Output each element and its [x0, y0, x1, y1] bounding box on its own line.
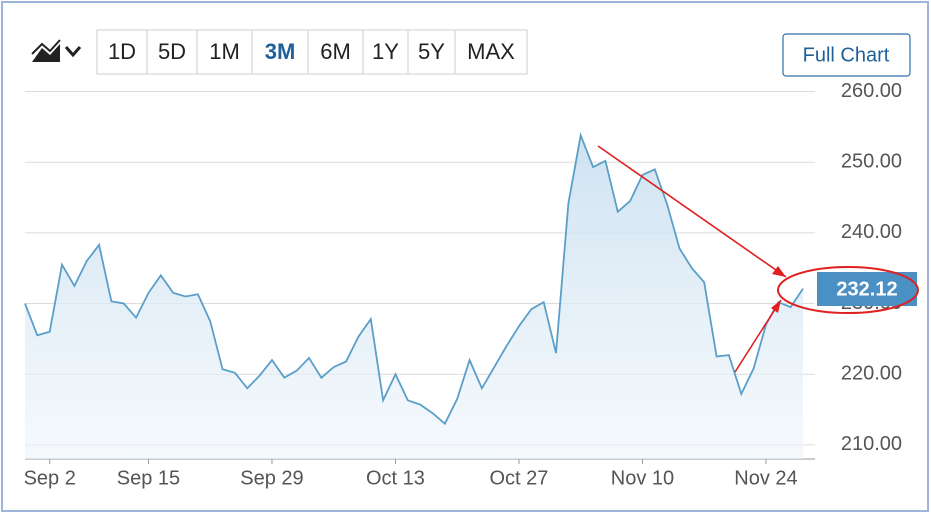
x-tick-label: Nov 10	[611, 467, 674, 489]
range-button[interactable]: MAX	[467, 39, 515, 64]
range-button[interactable]: 3M	[265, 39, 296, 64]
range-button[interactable]: 5D	[158, 39, 186, 64]
range-button[interactable]: 1Y	[372, 39, 399, 64]
range-button[interactable]: 5Y	[418, 39, 445, 64]
highlight-ellipse	[777, 266, 919, 314]
price-badge-label: 232.12	[836, 278, 897, 300]
x-tick-label: Nov 24	[734, 467, 797, 489]
full-chart-label[interactable]: Full Chart	[803, 44, 890, 66]
x-tick-label: Oct 27	[490, 467, 549, 489]
range-button[interactable]: 6M	[320, 39, 351, 64]
x-tick-label: Sep 29	[240, 467, 303, 489]
x-tick-label: Sep 2	[24, 467, 76, 489]
annotation	[597, 145, 787, 373]
range-button[interactable]: 1M	[209, 39, 240, 64]
area	[25, 135, 803, 460]
chart-type-icon[interactable]	[31, 39, 82, 62]
y-tick-label: 250.00	[841, 150, 902, 172]
y-tick-label: 240.00	[841, 221, 902, 243]
x-tick-label: Oct 13	[366, 467, 425, 489]
price-badge	[817, 272, 917, 306]
y-tick-label: 260.00	[841, 80, 902, 102]
full-chart-button[interactable]	[782, 33, 911, 77]
x-tick-label: Sep 15	[117, 467, 180, 489]
y-tick-label: 210.00	[841, 433, 902, 455]
line	[24, 132, 804, 426]
y-tick-label: 220.00	[841, 362, 902, 384]
range-button[interactable]: 1D	[108, 39, 136, 64]
